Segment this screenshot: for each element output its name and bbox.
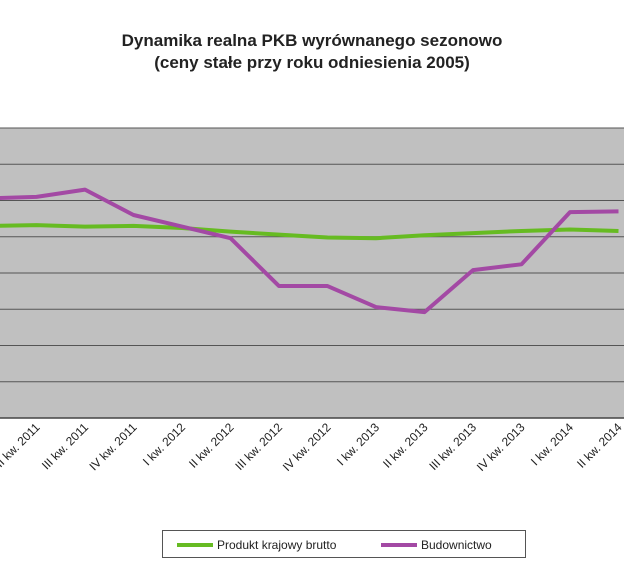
x-tick-label: II kw. 2012 — [186, 420, 237, 471]
series-group — [0, 187, 619, 315]
x-tick-label: II kw. 2013 — [380, 420, 431, 471]
x-tick-label: III kw. 2011 — [39, 420, 91, 472]
x-tick-label: I kw. 2013 — [334, 420, 382, 468]
x-tick-label: II kw. 2011 — [0, 420, 43, 470]
legend: Produkt krajowy brutto Budownictwo — [162, 530, 526, 558]
x-tick-label: IV kw. 2013 — [474, 420, 528, 474]
chart-subtitle: (ceny stałe przy roku odniesienia 2005) — [154, 53, 470, 72]
series-line-1 — [0, 187, 619, 315]
legend-swatch-pkb — [177, 543, 213, 547]
legend-item-budownictwo: Budownictwo — [381, 537, 492, 553]
x-tick-label: III kw. 2013 — [426, 420, 479, 473]
gridlines — [0, 127, 624, 419]
legend-label-pkb: Produkt krajowy brutto — [217, 538, 337, 552]
chart-title: Dynamika realna PKB wyrównanego sezonowo… — [0, 30, 624, 74]
x-tick-label: III kw. 2012 — [232, 420, 285, 473]
x-tick-label: II kw. 2014 — [574, 420, 624, 471]
legend-item-pkb: Produkt krajowy brutto — [177, 537, 336, 553]
x-tick-label: IV kw. 2011 — [86, 420, 139, 473]
x-tick-label: IV kw. 2012 — [280, 420, 334, 474]
legend-swatch-budownictwo — [381, 543, 417, 547]
series-line-0 — [0, 223, 619, 241]
legend-label-budownictwo: Budownictwo — [421, 538, 492, 552]
x-tick-label: I kw. 2012 — [140, 420, 188, 468]
x-tick-label: I kw. 2014 — [528, 420, 576, 468]
chart-title-line1: Dynamika realna PKB wyrównanego sezonowo — [121, 31, 503, 50]
